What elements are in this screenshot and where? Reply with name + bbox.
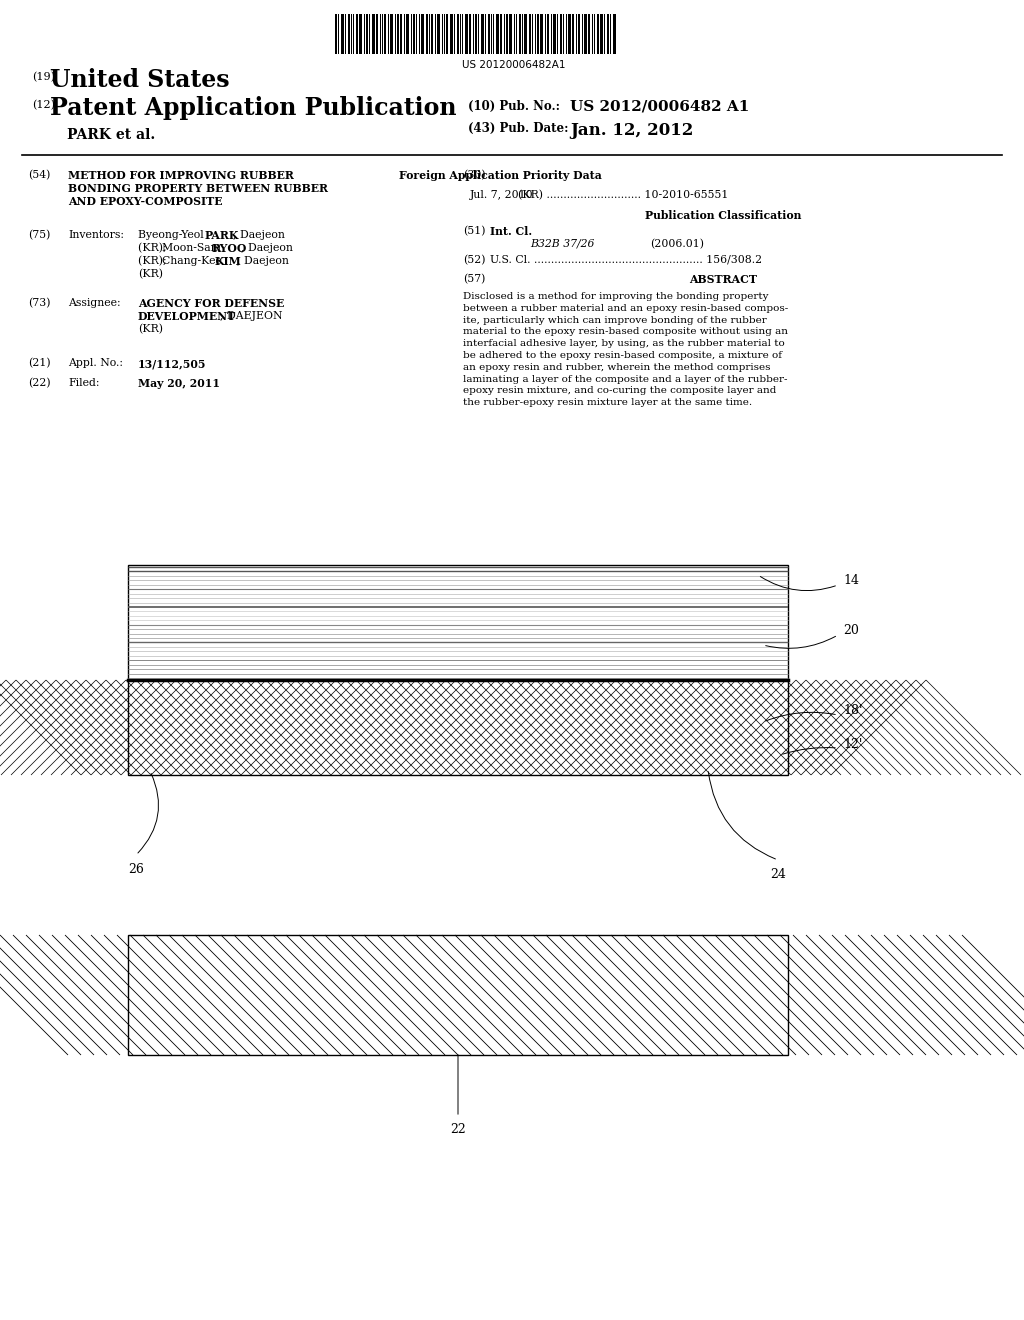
Text: Patent Application Publication: Patent Application Publication (50, 96, 457, 120)
Bar (128, 565, 788, 680)
Text: 20: 20 (843, 624, 859, 638)
Text: (2006.01): (2006.01) (650, 239, 705, 249)
Text: B32B 37/26: B32B 37/26 (530, 239, 594, 249)
Text: (30): (30) (463, 170, 485, 181)
Text: 22: 22 (451, 1123, 466, 1137)
Text: United States: United States (50, 69, 229, 92)
Text: Assignee:: Assignee: (68, 298, 121, 308)
Text: (KR);: (KR); (138, 243, 170, 253)
Text: Chang-Kee: Chang-Kee (162, 256, 225, 267)
Text: (12): (12) (32, 100, 55, 111)
Text: , Daejeon: , Daejeon (237, 256, 289, 267)
Text: Filed:: Filed: (68, 378, 99, 388)
Text: (19): (19) (32, 73, 55, 82)
Text: 26: 26 (128, 863, 144, 876)
Text: Appl. No.:: Appl. No.: (68, 358, 123, 368)
Text: DEVELOPMENT: DEVELOPMENT (138, 312, 237, 322)
Text: an epoxy resin and rubber, wherein the method comprises: an epoxy resin and rubber, wherein the m… (463, 363, 770, 372)
Text: US 20120006482A1: US 20120006482A1 (462, 59, 565, 70)
Text: , Daejeon: , Daejeon (233, 230, 285, 240)
Text: (43) Pub. Date:: (43) Pub. Date: (468, 121, 568, 135)
Text: US 2012/0006482 A1: US 2012/0006482 A1 (570, 100, 750, 114)
Text: METHOD FOR IMPROVING RUBBER: METHOD FOR IMPROVING RUBBER (68, 170, 294, 181)
Text: U.S. Cl. .................................................. 156/308.2: U.S. Cl. ...............................… (490, 255, 762, 265)
Text: (KR);: (KR); (138, 256, 170, 267)
Text: Byeong-Yeol: Byeong-Yeol (138, 230, 207, 240)
Text: , Daejeon: , Daejeon (241, 243, 293, 253)
Text: Jul. 7, 2010: Jul. 7, 2010 (470, 190, 534, 201)
Text: Moon-Sam: Moon-Sam (162, 243, 224, 253)
Text: Jan. 12, 2012: Jan. 12, 2012 (570, 121, 693, 139)
Text: 13/112,505: 13/112,505 (138, 358, 207, 370)
Text: RYOO: RYOO (212, 243, 248, 253)
Bar (128, 680, 788, 775)
Text: 12': 12' (843, 738, 862, 751)
Text: material to the epoxy resin-based composite without using an: material to the epoxy resin-based compos… (463, 327, 788, 337)
Text: KIM: KIM (215, 256, 242, 267)
Text: (54): (54) (28, 170, 50, 181)
Text: (10) Pub. No.:: (10) Pub. No.: (468, 100, 560, 114)
Text: epoxy resin mixture, and co-curing the composite layer and: epoxy resin mixture, and co-curing the c… (463, 387, 776, 396)
Text: Disclosed is a method for improving the bonding property: Disclosed is a method for improving the … (463, 292, 768, 301)
Text: (KR) ............................ 10-2010-65551: (KR) ............................ 10-201… (518, 190, 728, 201)
Text: PARK et al.: PARK et al. (67, 128, 156, 143)
Text: (KR): (KR) (138, 323, 163, 334)
Text: Int. Cl.: Int. Cl. (490, 226, 532, 238)
Text: Publication Classification: Publication Classification (645, 210, 801, 220)
Bar (128, 935, 788, 1055)
Text: ite, particularly which can improve bonding of the rubber: ite, particularly which can improve bond… (463, 315, 767, 325)
Text: BONDING PROPERTY BETWEEN RUBBER: BONDING PROPERTY BETWEEN RUBBER (68, 183, 328, 194)
Text: 24: 24 (770, 869, 786, 880)
Bar (128, 680, 788, 775)
Text: (52): (52) (463, 255, 485, 265)
Text: between a rubber material and an epoxy resin-based compos-: between a rubber material and an epoxy r… (463, 304, 788, 313)
Text: AGENCY FOR DEFENSE: AGENCY FOR DEFENSE (138, 298, 285, 309)
Text: (73): (73) (28, 298, 50, 309)
Bar (128, 935, 788, 1055)
Text: Foreign Application Priority Data: Foreign Application Priority Data (398, 170, 601, 181)
Bar (128, 565, 788, 680)
Text: (21): (21) (28, 358, 50, 368)
Text: interfacial adhesive layer, by using, as the rubber material to: interfacial adhesive layer, by using, as… (463, 339, 784, 348)
Text: , DAEJEON: , DAEJEON (220, 312, 283, 321)
Text: 14: 14 (843, 574, 859, 587)
Text: (75): (75) (28, 230, 50, 240)
Text: AND EPOXY-COMPOSITE: AND EPOXY-COMPOSITE (68, 195, 222, 207)
Text: (51): (51) (463, 226, 485, 236)
Text: the rubber-epoxy resin mixture layer at the same time.: the rubber-epoxy resin mixture layer at … (463, 399, 752, 407)
Text: 18': 18' (843, 705, 862, 718)
Text: May 20, 2011: May 20, 2011 (138, 378, 220, 389)
Bar (128, 935, 788, 1055)
Text: be adhered to the epoxy resin-based composite, a mixture of: be adhered to the epoxy resin-based comp… (463, 351, 782, 360)
Text: Inventors:: Inventors: (68, 230, 124, 240)
Text: (57): (57) (463, 275, 485, 284)
Text: laminating a layer of the composite and a layer of the rubber-: laminating a layer of the composite and … (463, 375, 787, 384)
Text: (22): (22) (28, 378, 50, 388)
Text: PARK: PARK (205, 230, 240, 242)
Bar (128, 680, 788, 775)
Text: (KR): (KR) (138, 269, 163, 280)
Text: ABSTRACT: ABSTRACT (689, 275, 757, 285)
